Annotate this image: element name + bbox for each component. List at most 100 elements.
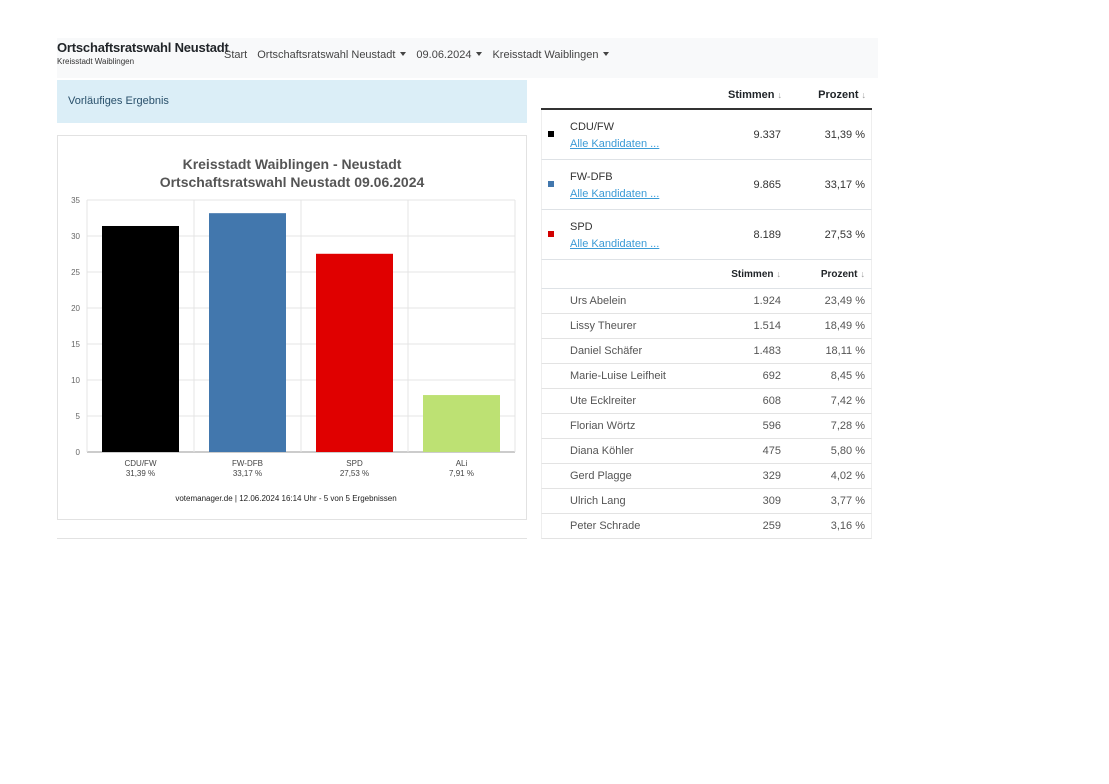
- brand-subtitle: Kreisstadt Waiblingen: [57, 57, 135, 66]
- candidate-row: Urs Abelein 1.924 23,49 %: [541, 289, 872, 314]
- y-tick-label: 25: [71, 268, 80, 277]
- party-percent: 31,39 %: [824, 129, 865, 141]
- candidate-votes: 309: [762, 495, 781, 507]
- chart-footer: votemanager.de | 12.06.2024 16:14 Uhr - …: [175, 494, 396, 503]
- candidate-name: Urs Abelein: [570, 295, 627, 307]
- brand-title[interactable]: Ortschaftsratswahl Neustadt: [57, 40, 229, 55]
- chart-subtitle: Ortschaftsratswahl Neustadt 09.06.2024: [160, 174, 425, 190]
- party-name: SPD: [570, 221, 593, 233]
- candidates-header: Stimmen ↓ Prozent ↓: [541, 260, 872, 289]
- nav-item-label: Start: [224, 49, 248, 61]
- data-label: 31,39 %: [126, 469, 155, 478]
- top-navbar: Ortschaftsratswahl Neustadt Kreisstadt W…: [57, 38, 878, 78]
- candidate-name: Peter Schrade: [570, 520, 641, 532]
- candidate-row: Peter Schrade 259 3,16 %: [541, 514, 872, 539]
- brand[interactable]: Ortschaftsratswahl Neustadt Kreisstadt W…: [57, 40, 229, 66]
- y-tick-label: 15: [71, 340, 80, 349]
- nav-menu: Start Ortschaftsratswahl Neustadt 09.06.…: [224, 49, 610, 61]
- data-label: 33,17 %: [233, 469, 262, 478]
- candidate-name: Lissy Theurer: [570, 320, 637, 332]
- x-tick-label: CDU/FW: [125, 459, 157, 468]
- nav-item-election[interactable]: Ortschaftsratswahl Neustadt: [257, 49, 407, 61]
- x-tick-label: SPD: [346, 459, 363, 468]
- candidate-percent: 3,16 %: [830, 520, 865, 532]
- candidate-percent: 18,11 %: [825, 345, 865, 357]
- party-name: FW-DFB: [570, 171, 613, 183]
- party-name: CDU/FW: [570, 121, 614, 133]
- x-tick-label: FW-DFB: [232, 459, 263, 468]
- candidate-votes: 1.514: [753, 320, 781, 332]
- data-label: 27,53 %: [340, 469, 369, 478]
- candidate-percent: 8,45 %: [830, 370, 865, 382]
- sort-prozent-header[interactable]: Prozent ↓: [821, 269, 865, 280]
- caret-down-icon: [400, 52, 407, 56]
- candidate-votes: 1.924: [753, 295, 781, 307]
- all-candidates-link[interactable]: Alle Kandidaten ...: [570, 138, 660, 150]
- candidate-votes: 1.483: [753, 345, 781, 357]
- data-label: 7,91 %: [449, 469, 474, 478]
- candidate-percent: 3,77 %: [830, 495, 865, 507]
- party-row: CDU/FW Alle Kandidaten ... 9.337 31,39 %: [541, 110, 872, 160]
- chart-title: Kreisstadt Waiblingen - Neustadt: [183, 156, 402, 172]
- party-votes: 8.189: [753, 229, 781, 241]
- sort-arrow-icon: ↓: [861, 90, 867, 100]
- header-label: Prozent: [818, 89, 859, 101]
- candidate-votes: 259: [762, 520, 781, 532]
- candidate-votes: 329: [762, 470, 781, 482]
- all-candidates-link[interactable]: Alle Kandidaten ...: [570, 188, 660, 200]
- candidate-name: Ulrich Lang: [570, 495, 626, 507]
- nav-item-label: 09.06.2024: [416, 49, 472, 61]
- sort-prozent-header[interactable]: Prozent ↓: [818, 89, 866, 101]
- header-label: Stimmen: [728, 89, 775, 101]
- candidate-row: Daniel Schäfer 1.483 18,11 %: [541, 339, 872, 364]
- bar-chart: Kreisstadt Waiblingen - Neustadt Ortschaf…: [71, 156, 516, 503]
- results-table: Stimmen ↓ Prozent ↓ CDU/FW Alle Kandidaten…: [541, 80, 873, 540]
- caret-down-icon: [603, 52, 610, 56]
- nav-item-region[interactable]: Kreisstadt Waiblingen: [492, 49, 610, 61]
- candidate-row: Marie-Luise Leifheit 692 8,45 %: [541, 364, 872, 389]
- y-tick-label: 30: [71, 232, 80, 241]
- candidate-row: Ute Ecklreiter 608 7,42 %: [541, 389, 872, 414]
- nav-item-date[interactable]: 09.06.2024: [416, 49, 483, 61]
- candidate-percent: 7,28 %: [830, 420, 865, 432]
- header-label: Stimmen: [731, 269, 774, 280]
- party-color-swatch: [548, 231, 554, 237]
- header-label: Prozent: [820, 269, 858, 280]
- party-row: SPD Alle Kandidaten ... 8.189 27,53 %: [541, 210, 872, 260]
- divider: [57, 538, 527, 539]
- nav-item-label: Ortschaftsratswahl Neustadt: [257, 49, 396, 61]
- sort-arrow-icon: ↓: [860, 269, 866, 279]
- y-tick-label: 20: [71, 304, 80, 313]
- bar: [102, 225, 179, 452]
- candidate-votes: 596: [762, 420, 781, 432]
- candidate-row: Lissy Theurer 1.514 18,49 %: [541, 314, 872, 339]
- candidate-votes: 608: [762, 395, 781, 407]
- bar: [316, 253, 393, 452]
- sort-stimmen-header[interactable]: Stimmen ↓: [731, 269, 781, 280]
- candidate-row: Ulrich Lang 309 3,77 %: [541, 489, 872, 514]
- candidate-name: Florian Wörtz: [570, 420, 636, 432]
- y-tick-label: 5: [76, 412, 81, 421]
- x-tick-label: ALi: [456, 459, 468, 468]
- y-tick-label: 10: [71, 376, 80, 385]
- table-header: Stimmen ↓ Prozent ↓: [541, 80, 872, 110]
- sort-stimmen-header[interactable]: Stimmen ↓: [728, 89, 782, 101]
- party-percent: 33,17 %: [824, 179, 865, 191]
- nav-item-label: Kreisstadt Waiblingen: [492, 49, 599, 61]
- nav-item-start[interactable]: Start: [224, 49, 247, 61]
- party-color-swatch: [548, 181, 554, 187]
- candidate-name: Ute Ecklreiter: [570, 395, 637, 407]
- sort-arrow-icon: ↓: [776, 269, 782, 279]
- all-candidates-link[interactable]: Alle Kandidaten ...: [570, 238, 660, 250]
- party-votes: 9.337: [753, 129, 781, 141]
- candidate-row: Diana Köhler 475 5,80 %: [541, 439, 872, 464]
- party-percent: 27,53 %: [824, 229, 865, 241]
- candidate-percent: 5,80 %: [830, 445, 865, 457]
- y-tick-label: 35: [71, 196, 80, 205]
- candidate-percent: 7,42 %: [830, 395, 865, 407]
- chart-card: Kreisstadt Waiblingen - Neustadt Ortschaf…: [57, 135, 527, 520]
- candidate-percent: 18,49 %: [824, 320, 865, 332]
- candidate-name: Daniel Schäfer: [570, 345, 643, 357]
- candidate-votes: 475: [762, 445, 781, 457]
- candidate-row: Gerd Plagge 329 4,02 %: [541, 464, 872, 489]
